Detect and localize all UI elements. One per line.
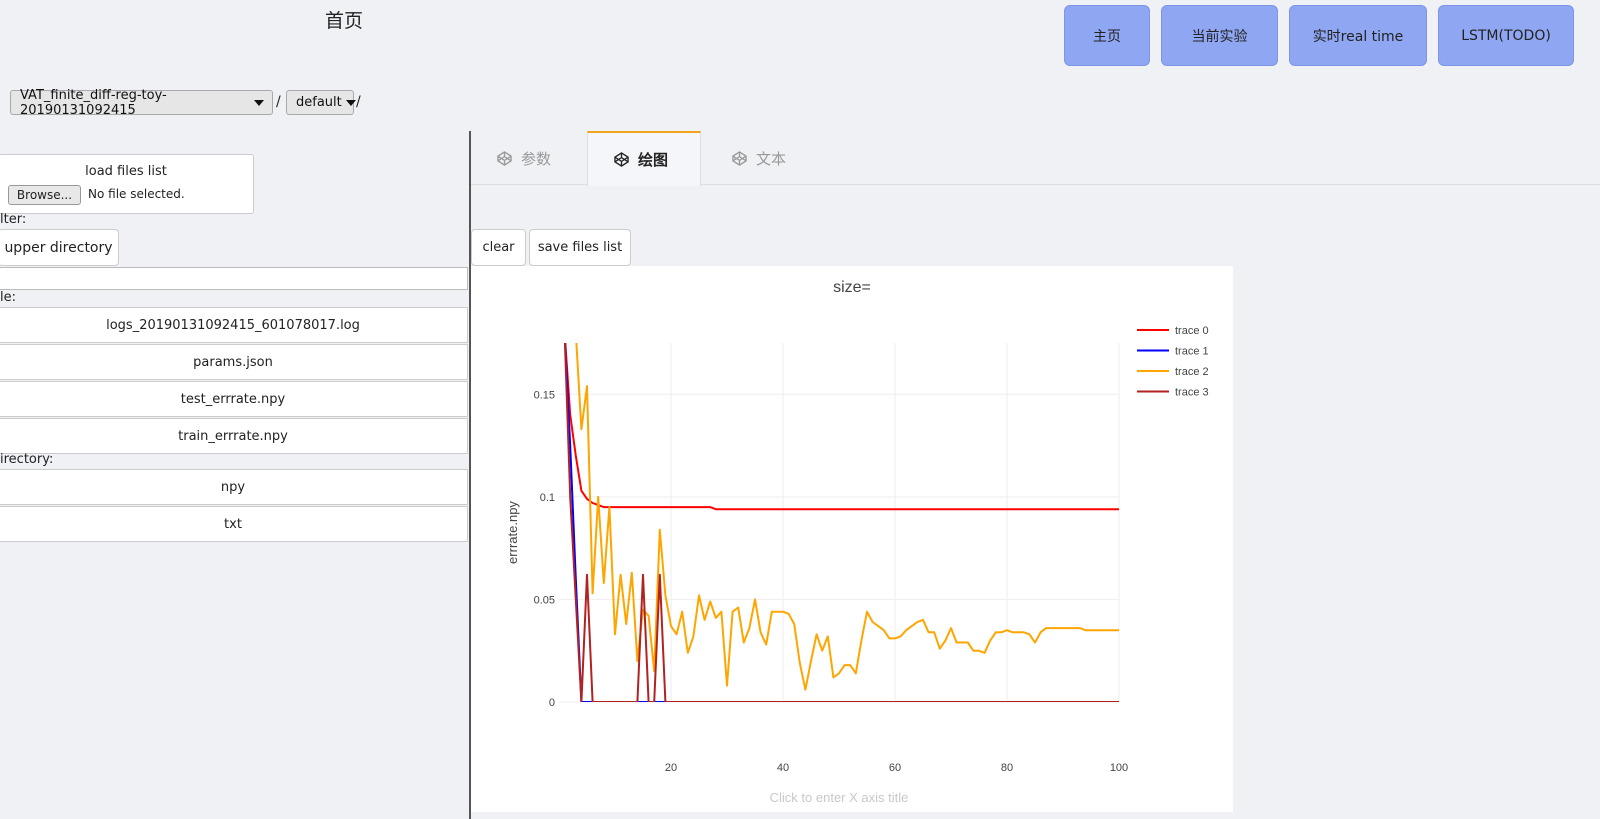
series-line-trace-3 xyxy=(563,343,1119,702)
y-tick-label: 0.1 xyxy=(540,492,555,504)
tab-text-label: 文本 xyxy=(756,149,787,168)
y-tick-label: 0 xyxy=(549,697,555,709)
y-tick-label: 0.15 xyxy=(534,389,555,401)
load-files-panel: load files list Browse... No file select… xyxy=(0,154,254,214)
y-axis-title: errrate.npy xyxy=(505,501,520,564)
file-item[interactable]: params.json xyxy=(0,344,468,380)
x-tick-label: 100 xyxy=(1110,762,1128,774)
codepen-icon xyxy=(732,150,747,166)
plot-area: size= 20 40 60 80 100 0 0.05 0.1 0.15 Click to ent… xyxy=(471,266,1233,812)
line-chart[interactable]: size= 20 40 60 80 100 0 0.05 0.1 0.15 Click to ent… xyxy=(471,266,1233,812)
nav-lstm-button[interactable]: LSTM(TODO) xyxy=(1438,5,1574,66)
tab-params[interactable]: 参数 xyxy=(497,131,551,185)
file-item[interactable]: test_errrate.npy xyxy=(0,381,468,417)
codepen-icon xyxy=(497,150,512,166)
path-separator: / xyxy=(276,94,281,110)
filter-input[interactable] xyxy=(0,267,468,290)
no-file-text: No file selected. xyxy=(88,187,185,201)
experiment-select-value: VAT_finite_diff-reg-toy-20190131092415 xyxy=(20,87,167,118)
series-group xyxy=(563,343,1119,702)
file-label: le: xyxy=(0,290,16,305)
run-select[interactable]: default xyxy=(286,90,356,115)
browse-button[interactable]: Browse... xyxy=(8,185,81,205)
legend-label: trace 0 xyxy=(1175,325,1209,337)
chevron-down-icon xyxy=(345,99,356,106)
chevron-down-icon xyxy=(254,99,264,106)
series-line-trace-1 xyxy=(564,343,1119,702)
file-item[interactable]: train_errrate.npy xyxy=(0,418,468,454)
filter-label: lter: xyxy=(0,212,27,227)
clear-button[interactable]: clear xyxy=(471,229,526,266)
tab-params-label: 参数 xyxy=(521,149,552,168)
tab-plot-label: 绘图 xyxy=(638,151,669,169)
legend-label: trace 3 xyxy=(1175,387,1209,399)
x-axis-title: Click to enter X axis title xyxy=(770,790,909,805)
x-tick-label: 20 xyxy=(665,762,677,774)
upper-directory-button[interactable]: upper directory xyxy=(0,229,119,266)
load-files-label: load files list xyxy=(85,164,167,179)
directory-item[interactable]: npy xyxy=(0,469,468,505)
nav-home-button[interactable]: 主页 xyxy=(1064,5,1150,66)
run-select-value: default xyxy=(296,95,342,110)
tab-text[interactable]: 文本 xyxy=(732,131,786,185)
series-line-trace-0 xyxy=(564,343,1119,511)
directory-item[interactable]: txt xyxy=(0,506,468,542)
x-tick-label: 40 xyxy=(777,762,789,774)
path-separator: / xyxy=(356,94,361,110)
experiment-select[interactable]: VAT_finite_diff-reg-toy-20190131092415 xyxy=(10,87,273,118)
y-tick-label: 0.05 xyxy=(534,594,555,606)
nav-realtime-button[interactable]: 实时real time xyxy=(1289,5,1427,66)
sidebar-divider xyxy=(469,131,471,819)
page-title: 首页 xyxy=(325,10,364,32)
x-tick-label: 60 xyxy=(889,762,901,774)
save-files-list-button[interactable]: save files list xyxy=(529,229,631,266)
x-tick-label: 80 xyxy=(1001,762,1013,774)
tab-plot[interactable]: 绘图 xyxy=(587,131,701,186)
tab-bar: 参数 绘图 文本 xyxy=(471,131,1600,186)
codepen-icon xyxy=(614,152,629,167)
series-line-trace-2 xyxy=(575,343,1119,691)
legend-label: trace 2 xyxy=(1175,366,1209,378)
directory-label: irectory: xyxy=(0,452,54,467)
chart-title: size= xyxy=(833,279,871,296)
nav-current-experiment-button[interactable]: 当前实验 xyxy=(1161,5,1278,66)
file-item[interactable]: logs_20190131092415_601078017.log xyxy=(0,307,468,343)
legend-label: trace 1 xyxy=(1175,346,1209,358)
